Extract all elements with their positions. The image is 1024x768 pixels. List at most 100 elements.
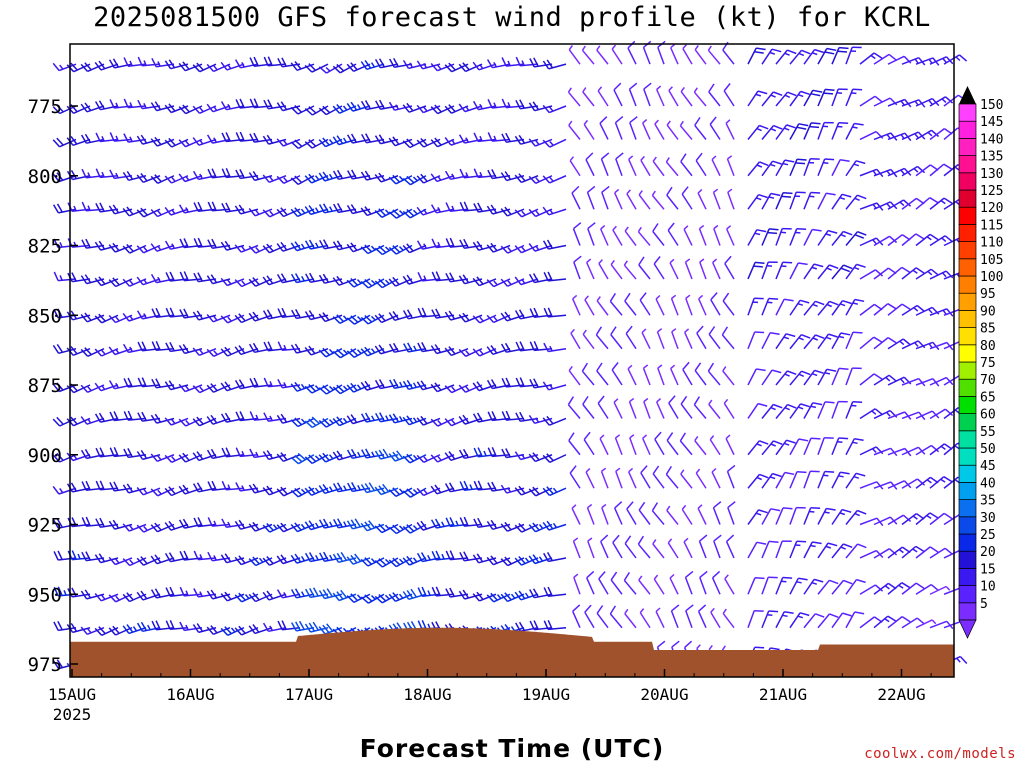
wind-barb	[164, 417, 189, 426]
barb-staff	[520, 347, 539, 352]
wind-barb	[459, 551, 483, 562]
barb-staff	[929, 376, 947, 386]
barb-staff	[226, 208, 245, 213]
barb-feather	[796, 540, 807, 543]
barb-half-feather	[398, 593, 404, 599]
wind-barb	[682, 44, 693, 65]
barb-half-feather	[783, 336, 790, 340]
barb-feather	[206, 626, 214, 635]
barb-staff	[142, 417, 161, 422]
barb-feather	[500, 593, 509, 602]
wind-barb	[668, 395, 679, 419]
barb-feather	[151, 57, 157, 68]
barb-feather	[322, 518, 329, 528]
barb-half-feather	[343, 521, 347, 527]
barb-half-feather	[524, 592, 530, 598]
wind-barb	[304, 383, 329, 394]
barb-staff	[697, 610, 707, 629]
barb-feather	[917, 165, 926, 174]
wind-barb	[221, 167, 245, 179]
barb-staff	[436, 593, 455, 597]
barb-feather	[500, 172, 508, 181]
barb-half-feather	[784, 373, 790, 377]
barb-staff	[73, 384, 91, 394]
wind-barb	[747, 47, 766, 65]
wind-barb	[248, 592, 273, 603]
barb-staff	[520, 626, 539, 632]
barb-feather	[168, 103, 176, 112]
barb-feather	[155, 340, 161, 351]
wind-barb	[695, 152, 707, 177]
barb-staff	[624, 543, 637, 559]
wind-barb	[596, 605, 609, 629]
barb-half-feather	[185, 175, 190, 181]
barb-feather	[473, 203, 479, 213]
barb-staff	[901, 233, 917, 247]
wind-barb	[668, 86, 679, 107]
barb-feather	[402, 177, 411, 186]
wind-barb	[417, 271, 441, 282]
barb-staff	[929, 512, 945, 526]
barb-half-feather	[699, 224, 705, 230]
barb-half-feather	[59, 241, 63, 248]
wind-barb	[81, 168, 105, 179]
barb-staff	[507, 208, 525, 217]
barb-half-feather	[926, 479, 932, 484]
wind-barb	[831, 193, 852, 210]
barb-feather	[164, 240, 172, 250]
barb-feather	[140, 207, 148, 216]
barb-half-feather	[241, 62, 245, 68]
barb-staff	[506, 417, 525, 421]
barb-staff	[582, 91, 595, 107]
barb-feather	[263, 412, 269, 422]
barb-staff	[128, 347, 147, 354]
barb-half-feather	[643, 364, 649, 369]
barb-feather	[609, 605, 617, 615]
wind-barb	[583, 119, 595, 140]
barb-feather	[434, 344, 442, 353]
barb-feather	[112, 519, 120, 529]
barb-feather	[693, 396, 701, 406]
barb-staff	[436, 175, 455, 183]
barb-feather	[178, 418, 187, 427]
barb-staff	[596, 370, 609, 386]
wind-barb	[542, 175, 567, 184]
barb-feather	[318, 349, 327, 358]
barb-feather	[657, 640, 666, 648]
barb-staff	[170, 244, 189, 250]
wind-barb	[638, 575, 651, 595]
wind-barb	[859, 303, 883, 316]
wind-barb	[789, 90, 810, 107]
wind-barb	[572, 604, 581, 629]
barb-half-feather	[615, 434, 621, 439]
barb-feather	[854, 438, 864, 441]
wind-barb	[803, 437, 821, 456]
barb-feather	[238, 379, 245, 389]
barb-feather	[829, 300, 839, 306]
barb-staff	[338, 523, 357, 529]
wind-barb	[277, 307, 301, 318]
wind-barb	[789, 577, 808, 595]
barb-staff	[114, 63, 133, 69]
barb-feather	[178, 519, 186, 529]
barb-feather	[136, 557, 145, 566]
barb-feather	[263, 99, 269, 110]
barb-half-feather	[549, 106, 554, 112]
barb-half-feather	[185, 385, 190, 391]
barb-feather	[529, 58, 535, 68]
barb-feather	[487, 132, 493, 142]
wind-barb	[817, 613, 839, 629]
barb-feather	[164, 454, 173, 463]
barb-staff	[492, 487, 511, 492]
barb-staff	[212, 244, 231, 249]
wind-barb	[873, 336, 897, 350]
wind-barb	[262, 174, 287, 183]
wind-barb	[234, 244, 259, 253]
barb-feather	[759, 440, 769, 445]
barb-half-feather	[412, 489, 418, 494]
barb-staff	[339, 105, 357, 114]
barb-half-feather	[628, 155, 634, 160]
barb-feather	[515, 341, 521, 352]
barb-staff	[226, 278, 245, 287]
color-bar-segment	[958, 464, 977, 483]
